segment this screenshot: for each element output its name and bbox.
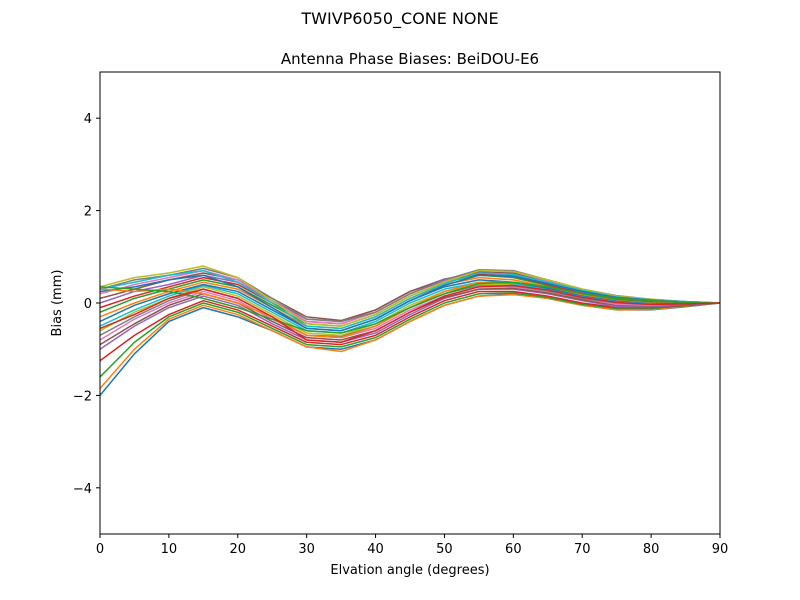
series-layer xyxy=(99,265,721,396)
y-tick-label: 2 xyxy=(84,205,92,220)
chart-title: Antenna Phase Biases: BeiDOU-E6 xyxy=(281,50,539,68)
x-tick-label: 0 xyxy=(96,542,104,557)
series-line xyxy=(99,281,721,334)
y-tick-label: −4 xyxy=(73,482,92,497)
x-tick-label: 10 xyxy=(161,542,178,557)
x-tick-label: 20 xyxy=(230,542,247,557)
series-line xyxy=(99,293,721,389)
x-tick-label: 90 xyxy=(712,542,729,557)
series-line xyxy=(99,274,721,332)
x-tick-label: 40 xyxy=(367,542,384,557)
series-line xyxy=(99,286,721,341)
series-line xyxy=(99,265,721,327)
y-axis-label: Bias (mm) xyxy=(50,270,65,337)
x-axis: 0 10 20 30 40 50 60 70 80 90 xyxy=(96,534,728,557)
x-tick-label: 80 xyxy=(643,542,660,557)
x-tick-label: 70 xyxy=(574,542,591,557)
series-line xyxy=(99,284,721,344)
x-tick-label: 30 xyxy=(298,542,315,557)
chart-suptitle: TWIVP6050_CONE NONE xyxy=(300,9,498,29)
y-tick-label: 0 xyxy=(84,297,92,312)
series-line xyxy=(99,292,721,378)
x-tick-label: 50 xyxy=(436,542,453,557)
x-axis-label: Elvation angle (degrees) xyxy=(330,563,489,578)
series-line xyxy=(99,290,721,362)
series-line xyxy=(99,288,721,350)
y-axis: −4 −2 0 2 4 xyxy=(73,112,100,497)
y-tick-label: −2 xyxy=(73,389,92,404)
plot-area: 0 10 20 30 40 50 60 70 80 90 −4 −2 0 2 4 xyxy=(73,71,728,557)
x-tick-label: 60 xyxy=(505,542,522,557)
y-tick-label: 4 xyxy=(84,112,92,127)
